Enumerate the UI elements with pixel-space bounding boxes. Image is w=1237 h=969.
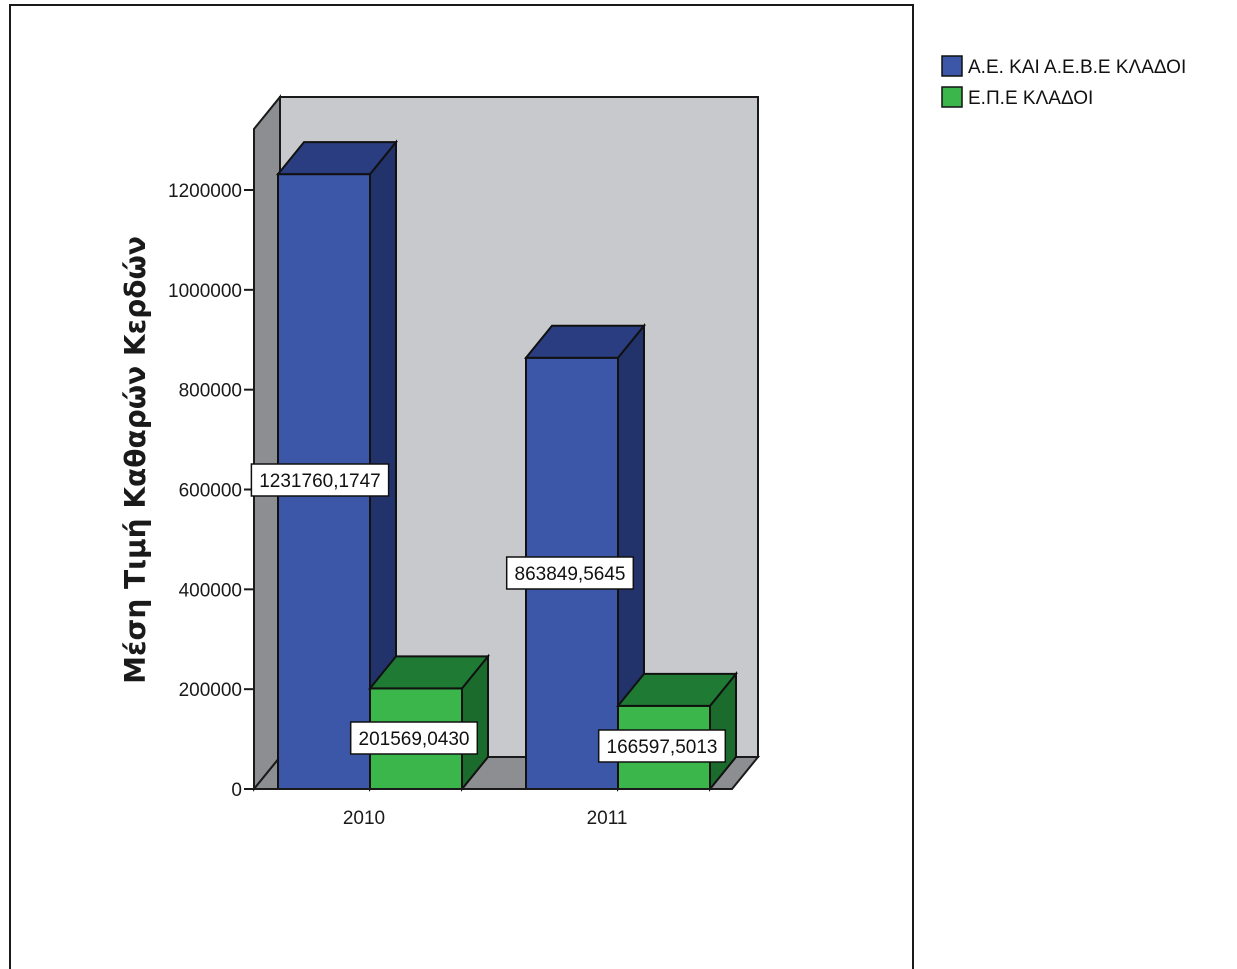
y-tick-label: 600000 [179,481,242,502]
data-label-box [597,729,727,763]
data-label-box [250,463,390,497]
y-axis-title: Μέση Τιμή Καθαρών Κερδών [119,236,152,684]
legend-swatch [941,55,963,77]
y-tick-label: 0 [231,780,242,801]
legend: Α.Ε. ΚΑΙ Α.Ε.Β.Ε ΚΛΑΔΟΙ Ε.Π.Ε ΚΛΑΔΟΙ [941,55,1186,109]
side-wall [253,94,281,792]
y-axis: 0 200000 400000 600000 800000 1000000 1200000 [168,129,255,801]
legend-label: Ε.Π.Ε ΚΛΑΔΟΙ [968,88,1093,109]
bar-top [615,672,739,707]
data-label-value: 863849,5645 [515,564,626,585]
y-tick-label: 200000 [179,680,242,701]
y-tick-label: 1000000 [168,281,242,302]
x-tick-label: 2011 [587,808,628,829]
bar-top [367,655,491,690]
legend-label: Α.Ε. ΚΑΙ Α.Ε.Β.Ε ΚΛΑΔΟΙ [968,57,1186,78]
x-axis: 2010 2011 [254,788,732,829]
x-tick-label: 2010 [343,808,385,829]
data-label: 166597,5013 [597,729,727,763]
data-label-box [349,721,479,755]
data-labels: 1231760,1747 201569,0430 863849,5645 166597… [250,463,727,763]
data-label: 863849,5645 [505,556,635,590]
bar-top [523,324,647,359]
legend-swatch [941,86,963,108]
y-tick-label: 400000 [179,580,242,601]
data-label-value: 1231760,1747 [259,471,381,492]
data-label: 1231760,1747 [250,463,390,497]
bar-top [275,141,399,176]
data-label: 201569,0430 [349,721,479,755]
plot-border [9,4,914,969]
data-label-value: 201569,0430 [359,729,470,750]
y-tick-label: 800000 [179,381,242,402]
y-tick-label: 1200000 [168,181,242,202]
data-label-value: 166597,5013 [607,737,718,758]
data-label-box [505,556,635,590]
